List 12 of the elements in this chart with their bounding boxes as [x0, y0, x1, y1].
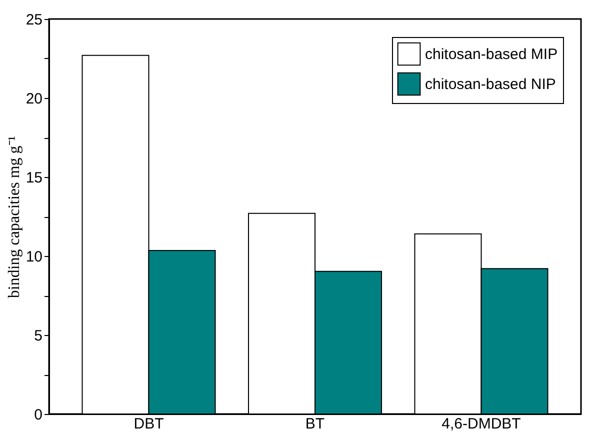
y-tick-label: 10 — [26, 248, 42, 266]
legend-label: chitosan-based MIP — [425, 46, 558, 63]
y-tick-label: 0 — [34, 406, 42, 424]
y-tick-label: 15 — [26, 170, 42, 186]
x-tick-label: 4,6-DMDBT — [442, 416, 521, 432]
y-tick-label: 20 — [26, 90, 42, 108]
x-tick-label: BT — [305, 416, 325, 432]
y-axis-title: binding capacities mg g⁻¹ — [6, 136, 23, 298]
y-tick-label: 25 — [26, 12, 42, 28]
y-tick-label: 5 — [34, 328, 42, 344]
legend-label: chitosan-based NIP — [425, 76, 556, 93]
x-tick-label: DBT — [134, 416, 164, 432]
